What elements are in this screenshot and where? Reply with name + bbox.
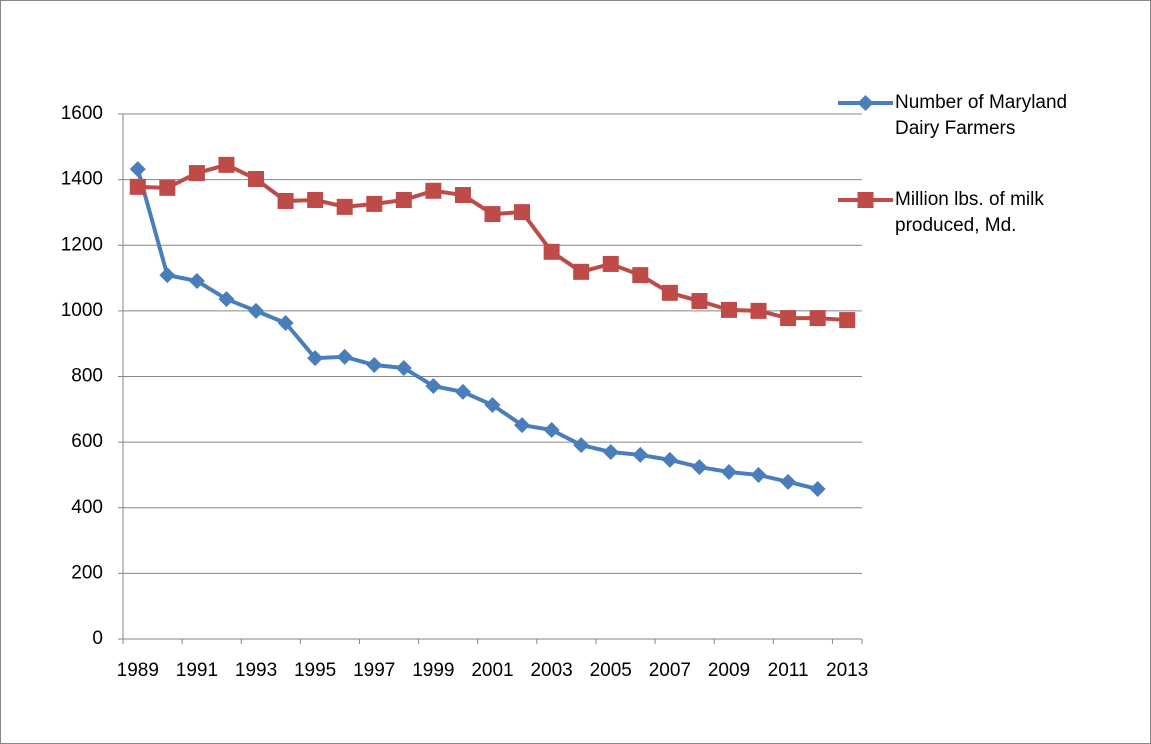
y-tick-label: 800 <box>71 366 103 387</box>
data-point <box>159 179 176 196</box>
legend-marker <box>857 192 874 208</box>
y-tick-label: 1000 <box>61 300 103 321</box>
x-tick-label: 1993 <box>235 660 277 681</box>
data-point <box>277 192 294 209</box>
data-point <box>661 451 678 468</box>
data-point <box>188 165 205 182</box>
data-point <box>218 291 235 308</box>
y-tick-label: 1400 <box>61 169 103 190</box>
data-point <box>336 198 353 215</box>
data-point <box>573 263 590 280</box>
y-tick-label: 400 <box>71 497 103 518</box>
data-point <box>248 170 265 187</box>
data-point <box>366 357 383 374</box>
data-point <box>277 315 294 332</box>
data-point <box>632 267 649 284</box>
data-point <box>602 443 619 460</box>
data-point <box>248 302 265 319</box>
data-point <box>366 195 383 212</box>
y-tick-label: 200 <box>71 562 103 583</box>
data-point <box>750 466 767 483</box>
data-point <box>218 156 235 173</box>
data-point <box>307 191 324 208</box>
y-tick-label: 600 <box>71 431 103 452</box>
data-point <box>573 437 590 454</box>
data-point <box>691 293 708 310</box>
x-tick-label: 2007 <box>649 660 691 681</box>
x-tick-label: 1999 <box>412 660 454 681</box>
data-point <box>720 463 737 480</box>
data-point <box>425 182 442 199</box>
data-point <box>159 267 176 284</box>
data-point <box>780 473 797 490</box>
data-point <box>454 187 471 204</box>
data-point <box>129 178 146 195</box>
x-tick-label: 1991 <box>176 660 218 681</box>
data-point <box>632 446 649 463</box>
data-point <box>425 378 442 395</box>
data-point <box>484 397 501 414</box>
data-point <box>543 243 560 260</box>
data-point <box>602 255 619 272</box>
x-tick-label: 1989 <box>117 660 159 681</box>
y-tick-label: 0 <box>92 628 103 649</box>
legend-label: Million lbs. of milk produced, Md. <box>895 189 1044 236</box>
data-point <box>514 417 531 434</box>
x-tick-label: 2003 <box>530 660 572 681</box>
legend-marker <box>857 95 874 111</box>
data-point <box>809 310 826 327</box>
data-point <box>454 383 471 400</box>
data-point <box>661 284 678 301</box>
x-tick-label: 1997 <box>353 660 395 681</box>
data-point <box>484 206 501 223</box>
x-tick-label: 2009 <box>708 660 750 681</box>
data-point <box>750 302 767 319</box>
data-point <box>307 350 324 367</box>
data-point <box>839 312 856 329</box>
y-tick-label: 1600 <box>61 103 103 124</box>
data-point <box>336 348 353 365</box>
series-line <box>137 162 848 323</box>
x-tick-label: 1995 <box>294 660 336 681</box>
x-tick-label: 2005 <box>590 660 632 681</box>
legend-label: Number of Maryland Dairy Farmers <box>895 92 1068 139</box>
x-tick-label: 2011 <box>768 660 809 681</box>
x-tick-label: 2001 <box>471 660 513 681</box>
data-point <box>691 459 708 476</box>
data-point <box>514 204 531 221</box>
series-line <box>135 168 819 491</box>
data-point <box>395 191 412 208</box>
y-tick-label: 1200 <box>61 234 103 255</box>
x-tick-label: 2013 <box>826 660 868 681</box>
data-point <box>543 421 560 438</box>
data-point <box>780 310 797 327</box>
data-point <box>188 273 205 290</box>
data-point <box>129 161 146 178</box>
data-point <box>809 481 826 498</box>
data-point <box>395 359 412 376</box>
data-point <box>720 301 737 318</box>
